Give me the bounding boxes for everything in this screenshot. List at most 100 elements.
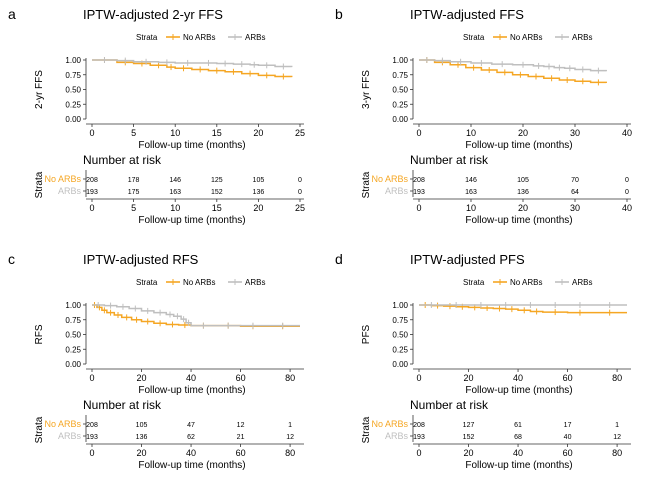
y-tick-label: 1.00 [65, 301, 81, 310]
risk-value: 146 [465, 177, 477, 184]
risk-value: 105 [136, 422, 148, 429]
panel-letter: a [8, 6, 16, 22]
risk-value: 61 [514, 422, 522, 429]
y-tick-label: 0.75 [392, 316, 408, 325]
x-tick-label: 5 [131, 128, 136, 138]
risk-value: 0 [625, 177, 629, 184]
risk-value: 146 [169, 177, 181, 184]
risk-value: 163 [169, 189, 181, 196]
risk-table-x-label: Follow-up time (months) [138, 460, 245, 471]
risk-value: 105 [517, 177, 529, 184]
legend: Strata No ARBs ARBs [136, 278, 265, 287]
risk-table-title: Number at risk [83, 153, 162, 167]
y-tick-label: 0.25 [392, 100, 408, 109]
y-tick-label: 0.75 [65, 71, 81, 80]
risk-value: 193 [86, 434, 98, 441]
x-tick-label: 0 [416, 128, 421, 138]
risk-x-tick-label: 0 [89, 203, 94, 213]
risk-x-tick-label: 20 [253, 203, 263, 213]
legend: Strata No ARBs ARBs [463, 33, 592, 42]
risk-value: 208 [413, 177, 425, 184]
risk-table-y-label: Strata [361, 171, 372, 198]
risk-value: 0 [625, 189, 629, 196]
km-curve-no_arbs [419, 59, 607, 84]
risk-x-tick-label: 80 [285, 448, 295, 458]
risk-table-y-label: Strata [34, 171, 45, 198]
risk-value: 136 [517, 189, 529, 196]
legend-label: No ARBs [183, 33, 215, 42]
y-axis-label: 3-yr FFS [361, 70, 372, 109]
legend-label: ARBs [245, 33, 265, 42]
risk-value: 12 [286, 434, 294, 441]
legend-title: Strata [463, 33, 485, 42]
x-axis-label: Follow-up time (months) [138, 140, 245, 151]
risk-value: 152 [211, 189, 223, 196]
x-tick-label: 80 [285, 373, 295, 383]
risk-value: 47 [187, 422, 195, 429]
legend-label: ARBs [572, 33, 592, 42]
risk-row-label: No ARBs [371, 174, 408, 184]
legend-title: Strata [136, 278, 158, 287]
x-axis-label: Follow-up time (months) [138, 385, 245, 396]
risk-x-tick-label: 15 [212, 203, 222, 213]
risk-x-tick-label: 40 [513, 448, 523, 458]
y-tick-label: 1.00 [392, 56, 408, 65]
risk-value: 193 [86, 189, 98, 196]
km-curve-arbs [92, 59, 293, 68]
chart-title: IPTW-adjusted PFS [410, 252, 525, 267]
x-axis-label: Follow-up time (months) [465, 385, 572, 396]
risk-table-y-label: Strata [361, 416, 372, 443]
legend-label: No ARBs [510, 278, 542, 287]
y-tick-label: 0.50 [392, 86, 408, 95]
risk-value: 17 [564, 422, 572, 429]
x-tick-label: 20 [253, 128, 263, 138]
y-tick-label: 0.75 [65, 316, 81, 325]
risk-value: 175 [128, 189, 140, 196]
x-tick-label: 0 [89, 128, 94, 138]
risk-x-tick-label: 80 [612, 448, 622, 458]
risk-value: 62 [187, 434, 195, 441]
risk-x-tick-label: 10 [466, 203, 476, 213]
risk-value: 193 [413, 434, 425, 441]
legend-label: ARBs [245, 278, 265, 287]
y-tick-label: 1.00 [65, 56, 81, 65]
legend-label: ARBs [572, 278, 592, 287]
y-axis-label: 2-yr FFS [34, 70, 45, 109]
x-tick-label: 40 [622, 128, 632, 138]
risk-value: 208 [413, 422, 425, 429]
y-tick-label: 1.00 [392, 301, 408, 310]
risk-value: 12 [237, 422, 245, 429]
risk-value: 64 [571, 189, 579, 196]
legend-label: No ARBs [183, 278, 215, 287]
km-curve-arbs [419, 59, 607, 72]
risk-row-label: ARBs [385, 431, 409, 441]
risk-value: 40 [564, 434, 572, 441]
km-curve-arbs [92, 304, 300, 327]
risk-value: 68 [514, 434, 522, 441]
risk-value: 163 [465, 189, 477, 196]
y-tick-label: 0.00 [65, 115, 81, 124]
x-tick-label: 60 [563, 373, 573, 383]
risk-value: 70 [571, 177, 579, 184]
x-tick-label: 80 [612, 373, 622, 383]
legend-title: Strata [463, 278, 485, 287]
risk-x-tick-label: 25 [295, 203, 305, 213]
risk-value: 1 [288, 422, 292, 429]
y-tick-label: 0.00 [65, 360, 81, 369]
x-tick-label: 10 [466, 128, 476, 138]
y-tick-label: 0.50 [65, 86, 81, 95]
y-tick-label: 0.25 [65, 345, 81, 354]
panel-letter: c [8, 251, 15, 267]
risk-value: 125 [211, 177, 223, 184]
risk-x-tick-label: 60 [563, 448, 573, 458]
risk-value: 105 [253, 177, 265, 184]
x-tick-label: 20 [518, 128, 528, 138]
risk-x-tick-label: 40 [186, 448, 196, 458]
risk-value: 0 [298, 177, 302, 184]
risk-x-tick-label: 20 [464, 448, 474, 458]
risk-row-label: ARBs [58, 431, 82, 441]
y-tick-label: 0.00 [392, 360, 408, 369]
legend: Strata No ARBs ARBs [463, 278, 592, 287]
